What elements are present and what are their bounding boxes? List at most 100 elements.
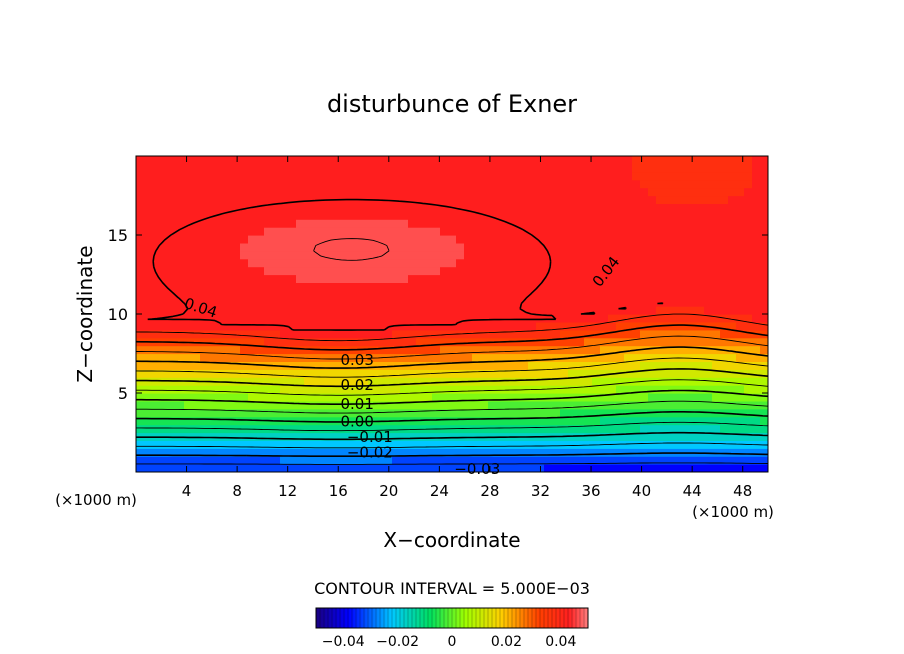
field-cell — [608, 203, 617, 212]
field-cell — [704, 377, 713, 386]
field-cell — [408, 250, 417, 260]
field-cell — [304, 298, 313, 307]
field-cell — [624, 227, 633, 236]
field-cell — [248, 353, 257, 362]
field-cell — [136, 219, 145, 228]
field-cell — [488, 266, 497, 276]
field-cell — [664, 203, 673, 212]
field-cell — [224, 235, 233, 244]
field-cell — [432, 416, 441, 426]
field-cell — [264, 353, 273, 362]
field-cell — [672, 456, 681, 465]
field-cell — [480, 416, 489, 426]
field-cell — [736, 306, 745, 315]
field-cell — [736, 242, 745, 252]
field-cell — [248, 171, 257, 181]
field-cell — [584, 179, 593, 189]
field-cell — [400, 337, 409, 347]
field-cell — [696, 258, 705, 268]
field-cell — [592, 235, 601, 244]
field-cell — [456, 290, 465, 299]
field-cell — [160, 298, 169, 307]
field-cell — [584, 250, 593, 260]
field-cell — [304, 219, 313, 228]
field-cell — [680, 306, 689, 315]
field-cell — [576, 282, 585, 291]
field-cell — [480, 369, 489, 378]
contour-label: −0.03 — [454, 460, 500, 478]
field-cell — [448, 235, 457, 244]
field-cell — [136, 321, 145, 331]
field-cell — [280, 440, 289, 449]
field-cell — [256, 440, 265, 449]
field-cell — [584, 345, 593, 355]
field-cell — [672, 258, 681, 268]
field-cell — [360, 187, 369, 197]
field-cell — [608, 187, 617, 197]
field-cell — [424, 274, 433, 283]
field-cell — [320, 290, 329, 299]
field-cell — [376, 464, 385, 472]
field-cell — [688, 219, 697, 228]
field-cell — [440, 250, 449, 260]
field-cell — [288, 298, 297, 307]
field-cell — [232, 448, 241, 457]
field-cell — [240, 345, 249, 355]
field-cell — [296, 361, 305, 370]
field-cell — [408, 440, 417, 449]
field-cell — [496, 266, 505, 276]
field-cell — [656, 179, 665, 189]
field-cell — [384, 377, 393, 386]
field-cell — [520, 306, 529, 315]
field-cell — [656, 440, 665, 449]
field-cell — [232, 156, 241, 165]
field-cell — [200, 258, 209, 268]
field-cell — [656, 456, 665, 465]
field-cell — [432, 377, 441, 386]
field-cell — [608, 274, 617, 283]
field-cell — [336, 306, 345, 315]
field-cell — [192, 219, 201, 228]
field-cell — [184, 219, 193, 228]
field-cell — [616, 171, 625, 181]
field-cell — [392, 424, 401, 434]
field-cell — [344, 171, 353, 181]
field-cell — [232, 211, 241, 220]
field-cell — [584, 400, 593, 410]
field-cell — [368, 203, 377, 212]
field-cell — [440, 282, 449, 291]
field-cell — [432, 171, 441, 181]
field-cell — [296, 171, 305, 181]
field-cell — [224, 369, 233, 378]
field-cell — [400, 377, 409, 386]
field-cell — [656, 361, 665, 370]
field-cell — [680, 282, 689, 291]
field-cell — [256, 266, 265, 276]
field-cell — [760, 321, 768, 331]
field-cell — [592, 337, 601, 347]
field-cell — [584, 416, 593, 426]
field-cell — [560, 235, 569, 244]
field-cell — [264, 306, 273, 315]
field-cell — [384, 219, 393, 228]
field-cell — [320, 203, 329, 212]
field-cell — [384, 242, 393, 252]
field-cell — [136, 203, 145, 212]
field-cell — [656, 329, 665, 339]
field-cell — [288, 448, 297, 457]
field-cell — [536, 179, 545, 189]
field-cell — [512, 242, 521, 252]
field-cell — [664, 424, 673, 434]
field-cell — [248, 456, 257, 465]
field-cell — [416, 219, 425, 228]
field-cell — [440, 211, 449, 220]
field-cell — [344, 400, 353, 410]
field-cell — [376, 377, 385, 386]
field-cell — [592, 242, 601, 252]
field-cell — [184, 369, 193, 378]
field-cell — [376, 187, 385, 197]
field-cell — [496, 203, 505, 212]
field-cell — [616, 219, 625, 228]
field-cell — [520, 219, 529, 228]
field-cell — [632, 195, 641, 204]
